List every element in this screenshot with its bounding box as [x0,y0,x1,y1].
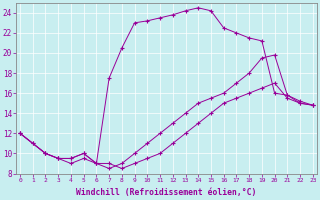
X-axis label: Windchill (Refroidissement éolien,°C): Windchill (Refroidissement éolien,°C) [76,188,257,197]
